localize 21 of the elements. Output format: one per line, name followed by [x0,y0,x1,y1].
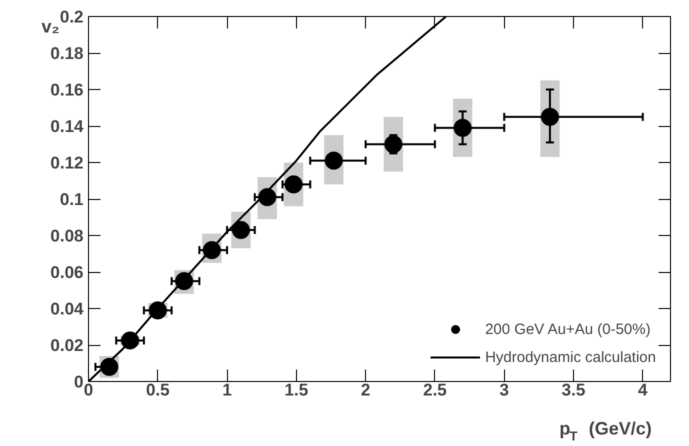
x-tick-label: 3.5 [562,380,586,400]
y-tick-label: 0.16 [50,80,84,100]
y-tick-label: 0.04 [50,300,84,318]
x-tick-label: 2 [360,380,370,400]
y-tick-label: 0.02 [50,336,84,355]
y-tick-label: 0.08 [50,226,84,246]
x-tick-label: 3 [499,380,509,400]
legend-label: 200 GeV Au+Au (0-50%) [485,320,651,338]
y-tick-label: 0.2 [60,8,84,26]
x-tick-label: 0.5 [146,380,170,400]
x-tick-label: 1.5 [284,380,308,400]
y-tick-label: 0.12 [50,154,84,172]
legend-label: Hydrodynamic calculation [485,348,656,366]
y-axis-title: v₂ [42,16,60,36]
x-tick-label: 1 [222,380,232,400]
y-tick-label: 0.18 [50,44,84,63]
x-tick-label: 2.5 [423,380,447,400]
y-tick-label: 0.06 [50,263,84,282]
y-tick-label: 0.1 [60,190,84,209]
x-tick-label: 4 [638,380,648,400]
y-tick-label: 0.14 [50,117,84,136]
